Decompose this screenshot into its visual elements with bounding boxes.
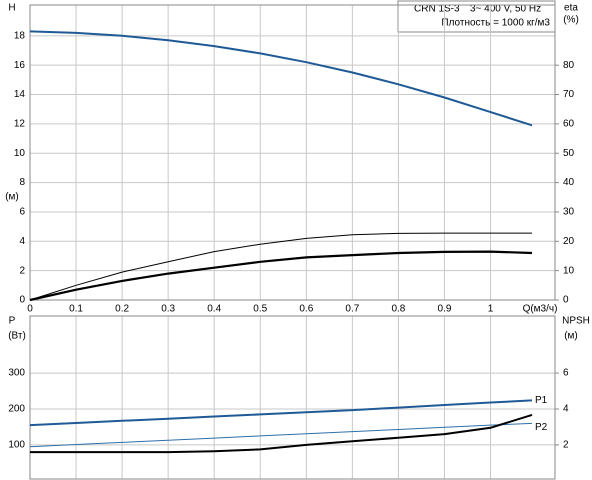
x-tick-label: 0.9: [438, 304, 452, 315]
y2-tick-label: 40: [563, 177, 575, 188]
y-tick-label: 300: [8, 368, 25, 379]
x-tick-label: 0: [27, 304, 33, 315]
y2-tick-label: 20: [563, 236, 575, 247]
y2-unit: (%): [563, 15, 579, 26]
y-unit: (Вт): [8, 331, 26, 342]
y2-tick-label: 6: [563, 368, 569, 379]
y2-tick-label: 4: [563, 404, 569, 415]
x-tick-label: 0.7: [345, 304, 359, 315]
y-tick-label: 2: [19, 265, 25, 276]
y-tick-label: 16: [14, 60, 26, 71]
y2-tick-label: 2: [563, 440, 569, 451]
y-tick-label: 100: [8, 440, 25, 451]
x-tick-label: 0.6: [299, 304, 313, 315]
info-frame: [397, 0, 556, 33]
y-tick-label: 200: [8, 404, 25, 415]
y2-tick-label: 80: [563, 60, 575, 71]
x-tick-label: 0.1: [69, 304, 83, 315]
x-label: Q(м3/ч): [523, 304, 558, 315]
y-tick-label: 18: [14, 30, 26, 41]
x-tick-label: 1: [488, 304, 494, 315]
y-tick-label: 6: [19, 207, 25, 218]
curve: [30, 413, 533, 454]
y-tick-label: 0: [19, 295, 25, 306]
x-tick-label: 0.2: [115, 304, 129, 315]
y-label: H: [8, 3, 15, 14]
y-label: P: [9, 316, 16, 327]
curve: [29, 30, 533, 127]
x-tick-label: 0.4: [207, 304, 221, 315]
y2-tick-label: 10: [563, 265, 575, 276]
y-unit: (м): [5, 192, 19, 203]
y-tick-label: 12: [14, 119, 26, 130]
y-tick-label: 14: [14, 89, 26, 100]
y2-tick-label: 0: [563, 295, 569, 306]
plot: 100 200 300 2 4 6 P1 P2: [8, 315, 569, 480]
y2-label: NPSH: [562, 316, 590, 327]
y2-tick-label: 60: [563, 119, 575, 130]
curve: [29, 399, 533, 427]
x-tick-label: 0.5: [253, 304, 267, 315]
y-tick-label: 8: [19, 177, 25, 188]
plot: 0 0.1 0.2 0.3 0.4 0.5 0.6 0.7 0.8 0.9 102468101214…: [14, 4, 575, 315]
pump-supply: 3~ 400 V, 50 Hz: [470, 4, 541, 15]
curve: [29, 250, 533, 302]
curve-label: P2: [535, 422, 548, 433]
y2-tick-label: 70: [563, 89, 575, 100]
y-tick-label: 4: [19, 236, 25, 247]
y2-label: eta: [564, 3, 578, 14]
x-tick-label: 0.3: [161, 304, 175, 315]
y2-tick-label: 30: [563, 207, 575, 218]
info-box: CRN 1S-3 3~ 400 V, 50 Hz Плотность = 100…: [397, 0, 556, 33]
plot-frame: [29, 4, 556, 301]
density: Плотность = 1000 кг/м3: [441, 18, 550, 29]
x-tick-label: 0.8: [391, 304, 405, 315]
curve: [29, 422, 533, 448]
pump-model: CRN 1S-3: [414, 4, 460, 15]
curve-label: P1: [535, 395, 548, 406]
curve: [29, 232, 532, 301]
y-tick-label: 10: [14, 148, 26, 159]
y2-unit: (м): [564, 331, 578, 342]
plot-frame: [29, 315, 556, 480]
y2-tick-label: 50: [563, 148, 575, 159]
